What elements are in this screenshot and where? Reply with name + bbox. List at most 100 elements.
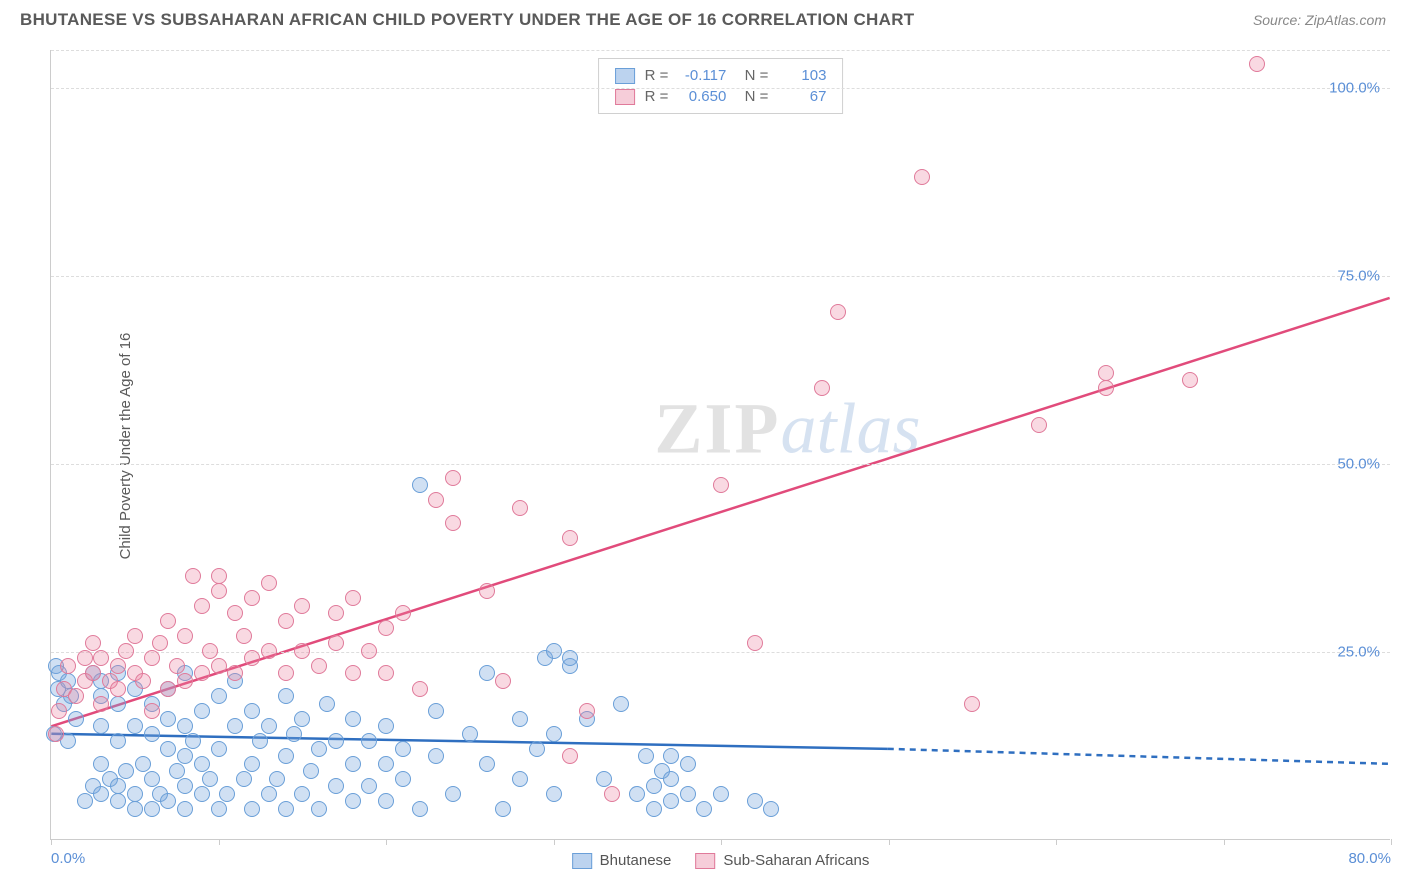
- x-tick: [554, 839, 555, 845]
- data-point: [286, 726, 302, 742]
- data-point: [311, 658, 327, 674]
- data-point: [512, 711, 528, 727]
- data-point: [1098, 365, 1114, 381]
- data-point: [194, 786, 210, 802]
- data-point: [361, 733, 377, 749]
- data-point: [227, 605, 243, 621]
- data-point: [680, 786, 696, 802]
- legend-label: Sub-Saharan Africans: [723, 852, 869, 869]
- data-point: [964, 696, 980, 712]
- data-point: [278, 613, 294, 629]
- data-point: [278, 665, 294, 681]
- data-point: [294, 598, 310, 614]
- data-point: [194, 598, 210, 614]
- y-tick-label: 50.0%: [1337, 455, 1380, 472]
- data-point: [261, 575, 277, 591]
- data-point: [328, 635, 344, 651]
- data-point: [345, 665, 361, 681]
- data-point: [177, 673, 193, 689]
- data-point: [244, 650, 260, 666]
- data-point: [227, 718, 243, 734]
- trend-lines: [51, 50, 1390, 839]
- data-point: [227, 665, 243, 681]
- data-point: [529, 741, 545, 757]
- data-point: [495, 801, 511, 817]
- data-point: [85, 635, 101, 651]
- data-point: [328, 733, 344, 749]
- source-label: Source: ZipAtlas.com: [1253, 12, 1386, 28]
- data-point: [110, 778, 126, 794]
- x-tick: [1056, 839, 1057, 845]
- data-point: [202, 643, 218, 659]
- data-point: [194, 703, 210, 719]
- data-point: [211, 801, 227, 817]
- data-point: [135, 756, 151, 772]
- data-point: [428, 703, 444, 719]
- data-point: [144, 703, 160, 719]
- stat-r-label: R =: [645, 67, 669, 84]
- data-point: [118, 643, 134, 659]
- stat-r-value: -0.117: [678, 67, 726, 84]
- x-tick-label: 0.0%: [51, 850, 85, 867]
- data-point: [211, 583, 227, 599]
- watermark-zip: ZIP: [654, 388, 780, 468]
- gridline: [51, 276, 1390, 277]
- data-point: [604, 786, 620, 802]
- legend-item: Sub-Saharan Africans: [695, 852, 869, 869]
- data-point: [68, 688, 84, 704]
- series-legend: Bhutanese Sub-Saharan Africans: [572, 852, 870, 869]
- data-point: [546, 726, 562, 742]
- series-swatch: [615, 68, 635, 84]
- data-point: [68, 711, 84, 727]
- data-point: [127, 801, 143, 817]
- stat-r-value: 0.650: [678, 88, 726, 105]
- x-tick: [889, 839, 890, 845]
- data-point: [211, 688, 227, 704]
- data-point: [127, 718, 143, 734]
- data-point: [596, 771, 612, 787]
- data-point: [110, 681, 126, 697]
- scatter-chart: ZIPatlas R =-0.117 N =103R =0.650 N =67 …: [50, 50, 1390, 840]
- x-tick: [1391, 839, 1392, 845]
- stat-n-label: N =: [736, 67, 768, 84]
- data-point: [319, 696, 335, 712]
- stats-row: R =0.650 N =67: [615, 86, 827, 107]
- data-point: [185, 568, 201, 584]
- data-point: [278, 688, 294, 704]
- data-point: [562, 530, 578, 546]
- data-point: [144, 726, 160, 742]
- data-point: [814, 380, 830, 396]
- watermark-atlas: atlas: [780, 388, 920, 468]
- data-point: [244, 703, 260, 719]
- series-swatch: [615, 89, 635, 105]
- data-point: [328, 605, 344, 621]
- data-point: [160, 711, 176, 727]
- data-point: [395, 605, 411, 621]
- data-point: [269, 771, 285, 787]
- legend-swatch: [572, 853, 592, 869]
- watermark: ZIPatlas: [654, 387, 920, 470]
- data-point: [345, 756, 361, 772]
- data-point: [294, 786, 310, 802]
- data-point: [93, 786, 109, 802]
- legend-item: Bhutanese: [572, 852, 672, 869]
- data-point: [77, 650, 93, 666]
- y-tick-label: 25.0%: [1337, 643, 1380, 660]
- data-point: [1182, 372, 1198, 388]
- data-point: [629, 786, 645, 802]
- data-point: [211, 658, 227, 674]
- data-point: [261, 786, 277, 802]
- data-point: [345, 590, 361, 606]
- data-point: [177, 778, 193, 794]
- data-point: [914, 169, 930, 185]
- x-tick-label: 80.0%: [1348, 850, 1391, 867]
- gridline: [51, 50, 1390, 51]
- data-point: [144, 771, 160, 787]
- data-point: [244, 590, 260, 606]
- data-point: [1031, 417, 1047, 433]
- data-point: [445, 470, 461, 486]
- x-tick: [51, 839, 52, 845]
- data-point: [412, 801, 428, 817]
- data-point: [60, 658, 76, 674]
- data-point: [495, 673, 511, 689]
